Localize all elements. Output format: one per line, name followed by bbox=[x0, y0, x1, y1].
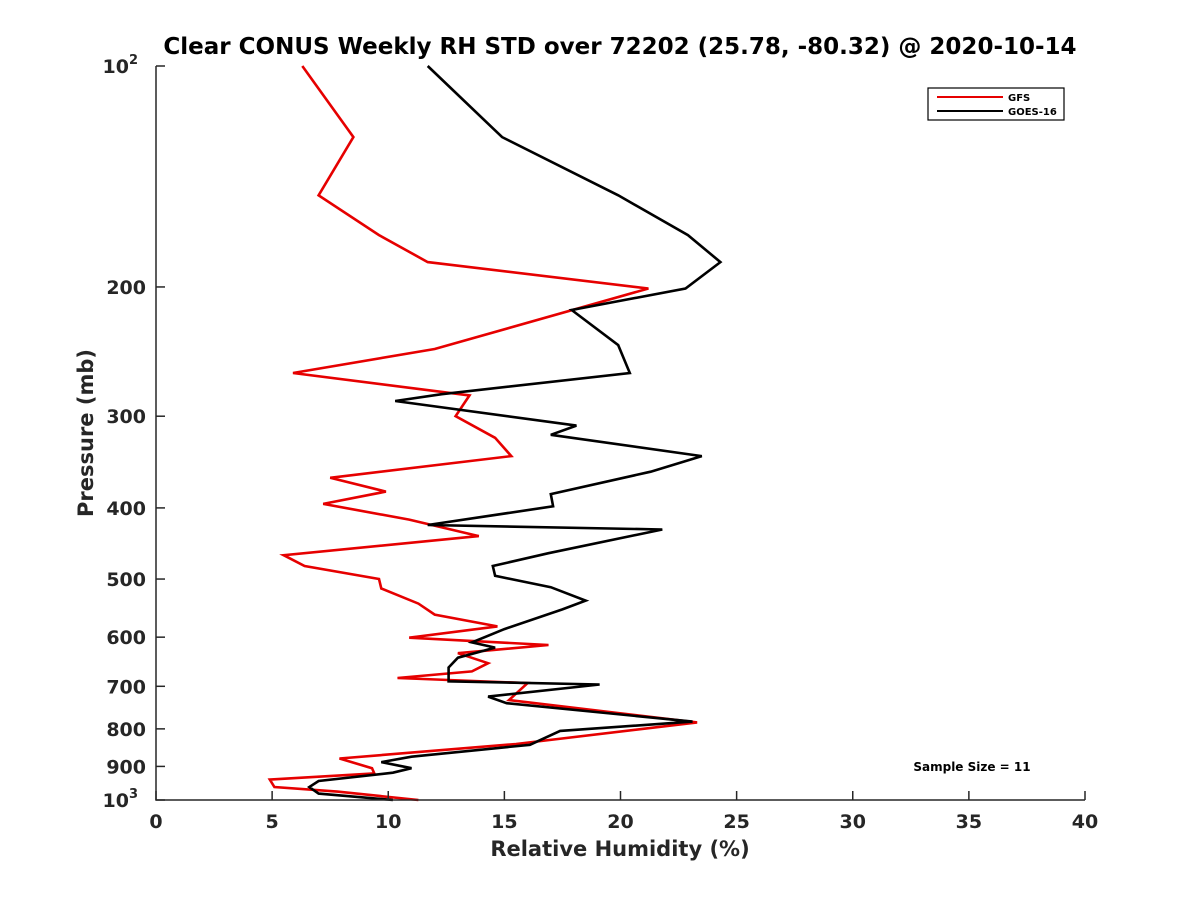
series-line-goes-16 bbox=[306, 65, 723, 802]
y-tick-label: 200 bbox=[106, 277, 146, 299]
y-axis: 102 200 300 400 500 600 700 800 900 103 bbox=[103, 53, 165, 812]
y-tick-label: 102 bbox=[103, 53, 139, 78]
x-axis-label: Relative Humidity (%) bbox=[490, 837, 749, 861]
x-tick-label: 25 bbox=[723, 811, 749, 833]
chart-title: Clear CONUS Weekly RH STD over 72202 (25… bbox=[163, 34, 1076, 60]
legend: GFS GOES-16 bbox=[927, 87, 1065, 121]
x-tick-label: 20 bbox=[607, 811, 633, 833]
y-tick-label: 500 bbox=[106, 569, 146, 591]
x-tick-label: 0 bbox=[149, 811, 162, 833]
y-axis-label: Pressure (mb) bbox=[74, 349, 98, 517]
legend-gfs-label: GFS bbox=[1008, 93, 1030, 104]
x-tick-label: 40 bbox=[1072, 811, 1098, 833]
legend-box bbox=[927, 87, 1065, 121]
legend-goes-label: GOES-16 bbox=[1008, 107, 1057, 118]
y-tick-label: 600 bbox=[106, 627, 146, 649]
x-tick-label: 5 bbox=[266, 811, 279, 833]
x-tick-label: 35 bbox=[956, 811, 982, 833]
y-tick-label: 900 bbox=[106, 756, 146, 778]
sample-size-note: Sample Size = 11 bbox=[913, 760, 1030, 774]
x-axis: 0 5 10 15 20 25 30 35 40 bbox=[149, 791, 1098, 833]
x-tick-label: 15 bbox=[491, 811, 517, 833]
x-tick-label: 30 bbox=[840, 811, 866, 833]
x-tick-label: 10 bbox=[375, 811, 401, 833]
y-tick-label: 800 bbox=[106, 719, 146, 741]
y-tick-label: 700 bbox=[106, 676, 146, 698]
y-tick-label: 400 bbox=[106, 498, 146, 520]
y-tick-label: 300 bbox=[106, 406, 146, 428]
series-layer bbox=[267, 65, 723, 802]
series-line-gfs bbox=[267, 65, 698, 802]
y-tick-label: 103 bbox=[103, 787, 139, 812]
